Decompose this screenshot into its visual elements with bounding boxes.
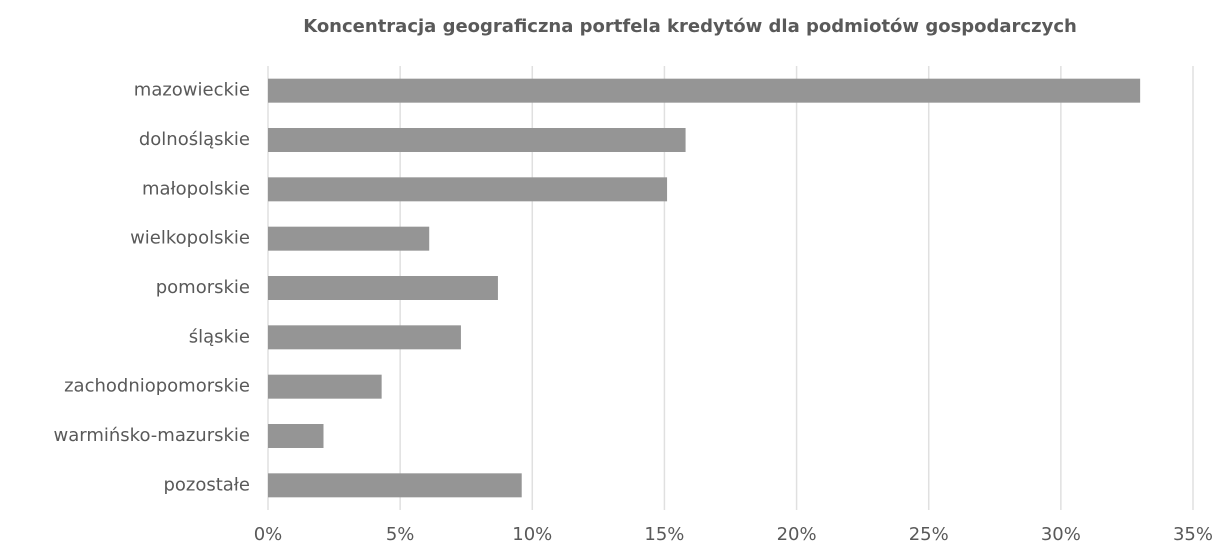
y-tick-label: pozostałe	[163, 474, 250, 495]
bar	[268, 276, 498, 300]
y-tick-label: śląskie	[189, 326, 250, 347]
y-tick-label: wielkopolskie	[130, 228, 250, 249]
bar	[268, 78, 1141, 103]
x-tick-label: 20%	[777, 524, 817, 545]
y-tick-label: warmińsko-mazurskie	[54, 425, 250, 446]
y-tick-label: dolnośląskie	[139, 129, 250, 150]
chart-title: Koncentracja geograficzna portfela kredy…	[303, 16, 1077, 37]
bar	[268, 128, 686, 152]
x-tick-label: 15%	[644, 524, 684, 545]
bar	[268, 374, 382, 399]
y-tick-label: mazowieckie	[134, 80, 250, 101]
bar	[268, 473, 522, 498]
y-tick-label: małopolskie	[142, 178, 250, 199]
bar	[268, 177, 668, 202]
x-tick-label: 35%	[1173, 524, 1213, 545]
x-tick-label: 25%	[909, 524, 949, 545]
x-tick-label: 30%	[1041, 524, 1081, 545]
y-tick-label: pomorskie	[156, 277, 250, 298]
x-tick-label: 5%	[386, 524, 415, 545]
bar	[268, 424, 324, 448]
bar	[268, 325, 461, 350]
x-tick-label: 10%	[512, 524, 552, 545]
bar	[268, 226, 430, 251]
y-tick-label: zachodniopomorskie	[64, 376, 250, 397]
x-tick-label: 0%	[254, 524, 283, 545]
